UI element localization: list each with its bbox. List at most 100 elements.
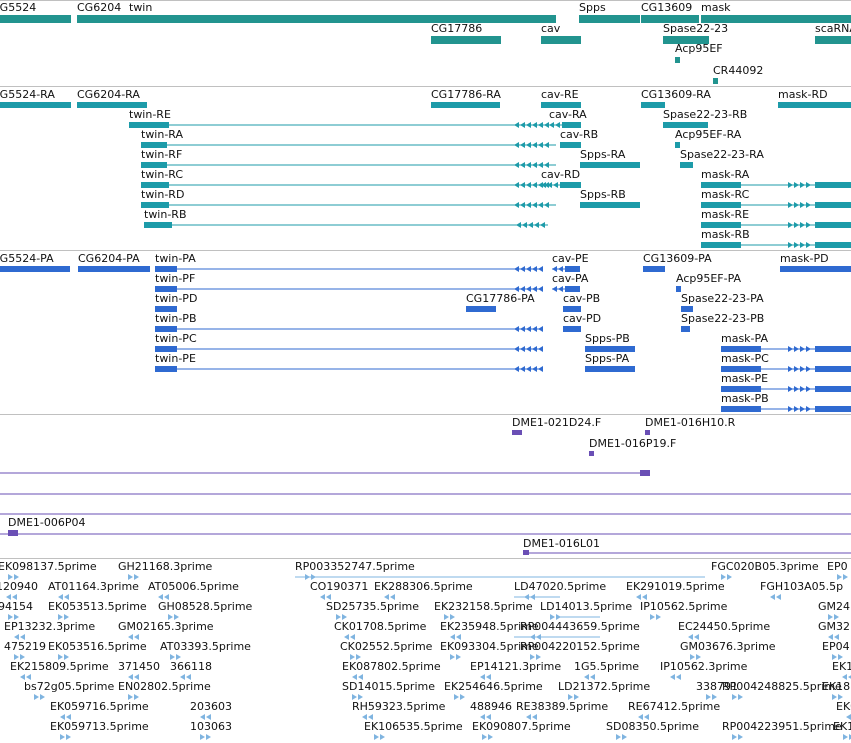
est-label[interactable]: GH08528.5prime — [158, 600, 253, 613]
est-label[interactable]: EK090807.5prime — [472, 720, 571, 733]
transcript-label[interactable]: CG6204-RA — [77, 88, 140, 101]
protein-segment[interactable] — [155, 346, 177, 352]
transcript-exon[interactable] — [141, 162, 167, 168]
est-label[interactable]: 120940 — [0, 580, 38, 593]
est-label[interactable]: AT01164.3prime — [48, 580, 139, 593]
protein-label[interactable]: cav-PD — [563, 312, 602, 325]
transcript-exon[interactable] — [701, 202, 741, 208]
protein-segment[interactable] — [585, 366, 635, 372]
protein-label[interactable]: mask-PC — [721, 352, 769, 365]
est-label[interactable]: GM32 — [818, 620, 851, 633]
protein-label[interactable]: twin-PA — [155, 252, 196, 265]
est-label[interactable]: EK235948.5prime — [440, 620, 539, 633]
transcript-label[interactable]: Spps-RA — [580, 148, 626, 161]
protein-label[interactable]: mask-PB — [721, 392, 769, 405]
transcript-exon[interactable] — [560, 142, 581, 148]
protein-segment[interactable] — [563, 306, 581, 312]
transcript-exon[interactable] — [815, 222, 851, 228]
est-label[interactable]: CK02552.5prime — [340, 640, 433, 653]
est-label[interactable]: EK18 — [822, 680, 851, 693]
gene-label[interactable]: mask — [701, 1, 731, 14]
est-label[interactable]: EK106535.5prime — [364, 720, 463, 733]
protein-segment[interactable] — [155, 266, 177, 272]
est-label[interactable]: EK053516.5prime — [48, 640, 147, 653]
protein-segment[interactable] — [815, 406, 851, 412]
protein-segment[interactable] — [643, 266, 665, 272]
protein-label[interactable]: mask-PE — [721, 372, 769, 385]
transcript-label[interactable]: twin-RC — [141, 168, 184, 181]
transcript-label[interactable]: mask-RA — [701, 168, 750, 181]
transcript-label[interactable]: CG17786-RA — [431, 88, 501, 101]
gene-label[interactable]: CR44092 — [713, 64, 764, 77]
clone-label[interactable]: DME1-021D24.F — [512, 416, 602, 429]
est-label[interactable]: LD21372.5prime — [558, 680, 651, 693]
transcript-exon[interactable] — [541, 102, 581, 108]
transcript-exon[interactable] — [815, 242, 851, 248]
gene-feature[interactable] — [701, 15, 851, 23]
transcript-label[interactable]: CG13609-RA — [641, 88, 711, 101]
protein-segment[interactable] — [466, 306, 496, 312]
protein-label[interactable]: Spase22-23-PA — [681, 292, 764, 305]
est-label[interactable]: EK059713.5prime — [50, 720, 149, 733]
gene-feature[interactable] — [431, 36, 501, 44]
protein-segment[interactable] — [676, 286, 681, 292]
est-label[interactable]: EK053513.5prime — [48, 600, 147, 613]
gene-feature[interactable] — [815, 36, 851, 44]
transcript-label[interactable]: mask-RE — [701, 208, 750, 221]
est-label[interactable]: 488946 — [470, 700, 512, 713]
transcript-label[interactable]: cav-RA — [549, 108, 587, 121]
transcript-label[interactable]: Spase22-23-RB — [663, 108, 748, 121]
gene-label[interactable]: Spase22-23 — [663, 22, 729, 35]
est-label[interactable]: LD47020.5prime — [514, 580, 607, 593]
est-label[interactable]: EK232158.5prime — [434, 600, 533, 613]
transcript-exon[interactable] — [141, 202, 169, 208]
transcript-exon[interactable] — [680, 162, 693, 168]
est-label[interactable]: AT03393.5prime — [160, 640, 251, 653]
est-label[interactable]: EK093304.5prime — [440, 640, 539, 653]
transcript-label[interactable]: cav-RE — [541, 88, 579, 101]
protein-segment[interactable] — [721, 406, 761, 412]
transcript-label[interactable]: mask-RC — [701, 188, 750, 201]
est-label[interactable]: AT05006.5prime — [148, 580, 239, 593]
transcript-exon[interactable] — [580, 162, 640, 168]
est-label[interactable]: RE67412.5prime — [628, 700, 721, 713]
transcript-exon[interactable] — [815, 182, 851, 188]
est-label[interactable]: 371450 — [118, 660, 160, 673]
est-label[interactable]: SD08350.5prime — [606, 720, 699, 733]
est-label[interactable]: 203603 — [190, 700, 232, 713]
est-label[interactable]: IP10562.5prime — [640, 600, 728, 613]
protein-label[interactable]: twin-PE — [155, 352, 196, 365]
transcript-label[interactable]: CG5524-RA — [0, 88, 55, 101]
clone-feature[interactable] — [523, 550, 529, 555]
gene-label[interactable]: CG5524 — [0, 1, 37, 14]
transcript-exon[interactable] — [701, 222, 741, 228]
gene-feature[interactable] — [0, 15, 71, 23]
est-label[interactable]: FGC020B05.3prime — [711, 560, 819, 573]
protein-label[interactable]: twin-PC — [155, 332, 197, 345]
transcript-label[interactable]: twin-RA — [141, 128, 184, 141]
clone-feature[interactable] — [589, 451, 594, 456]
est-label[interactable]: LD14013.5prime — [540, 600, 633, 613]
transcript-exon[interactable] — [701, 242, 741, 248]
est-label[interactable]: GM03676.3prime — [680, 640, 776, 653]
transcript-label[interactable]: mask-RD — [778, 88, 828, 101]
protein-segment[interactable] — [721, 346, 761, 352]
clone-label[interactable]: DME1-006P04 — [8, 516, 86, 529]
protein-label[interactable]: cav-PB — [563, 292, 601, 305]
est-label[interactable]: 1G5.5prime — [574, 660, 640, 673]
est-label[interactable]: EK291019.5prime — [626, 580, 725, 593]
gene-label[interactable]: Acp95EF — [675, 42, 723, 55]
gene-label[interactable]: CG6204 — [77, 1, 122, 14]
est-label[interactable]: EP13232.3prime — [4, 620, 96, 633]
est-label[interactable]: SD25735.5prime — [326, 600, 419, 613]
transcript-exon[interactable] — [144, 222, 172, 228]
transcript-exon[interactable] — [663, 122, 708, 128]
transcript-exon[interactable] — [141, 182, 169, 188]
transcript-exon[interactable] — [815, 202, 851, 208]
protein-segment[interactable] — [721, 386, 761, 392]
est-label[interactable]: EN02802.5prime — [118, 680, 211, 693]
est-label[interactable]: 338791 — [696, 680, 738, 693]
gene-label[interactable]: CG13609 — [641, 1, 693, 14]
protein-segment[interactable] — [815, 366, 851, 372]
protein-segment[interactable] — [815, 346, 851, 352]
